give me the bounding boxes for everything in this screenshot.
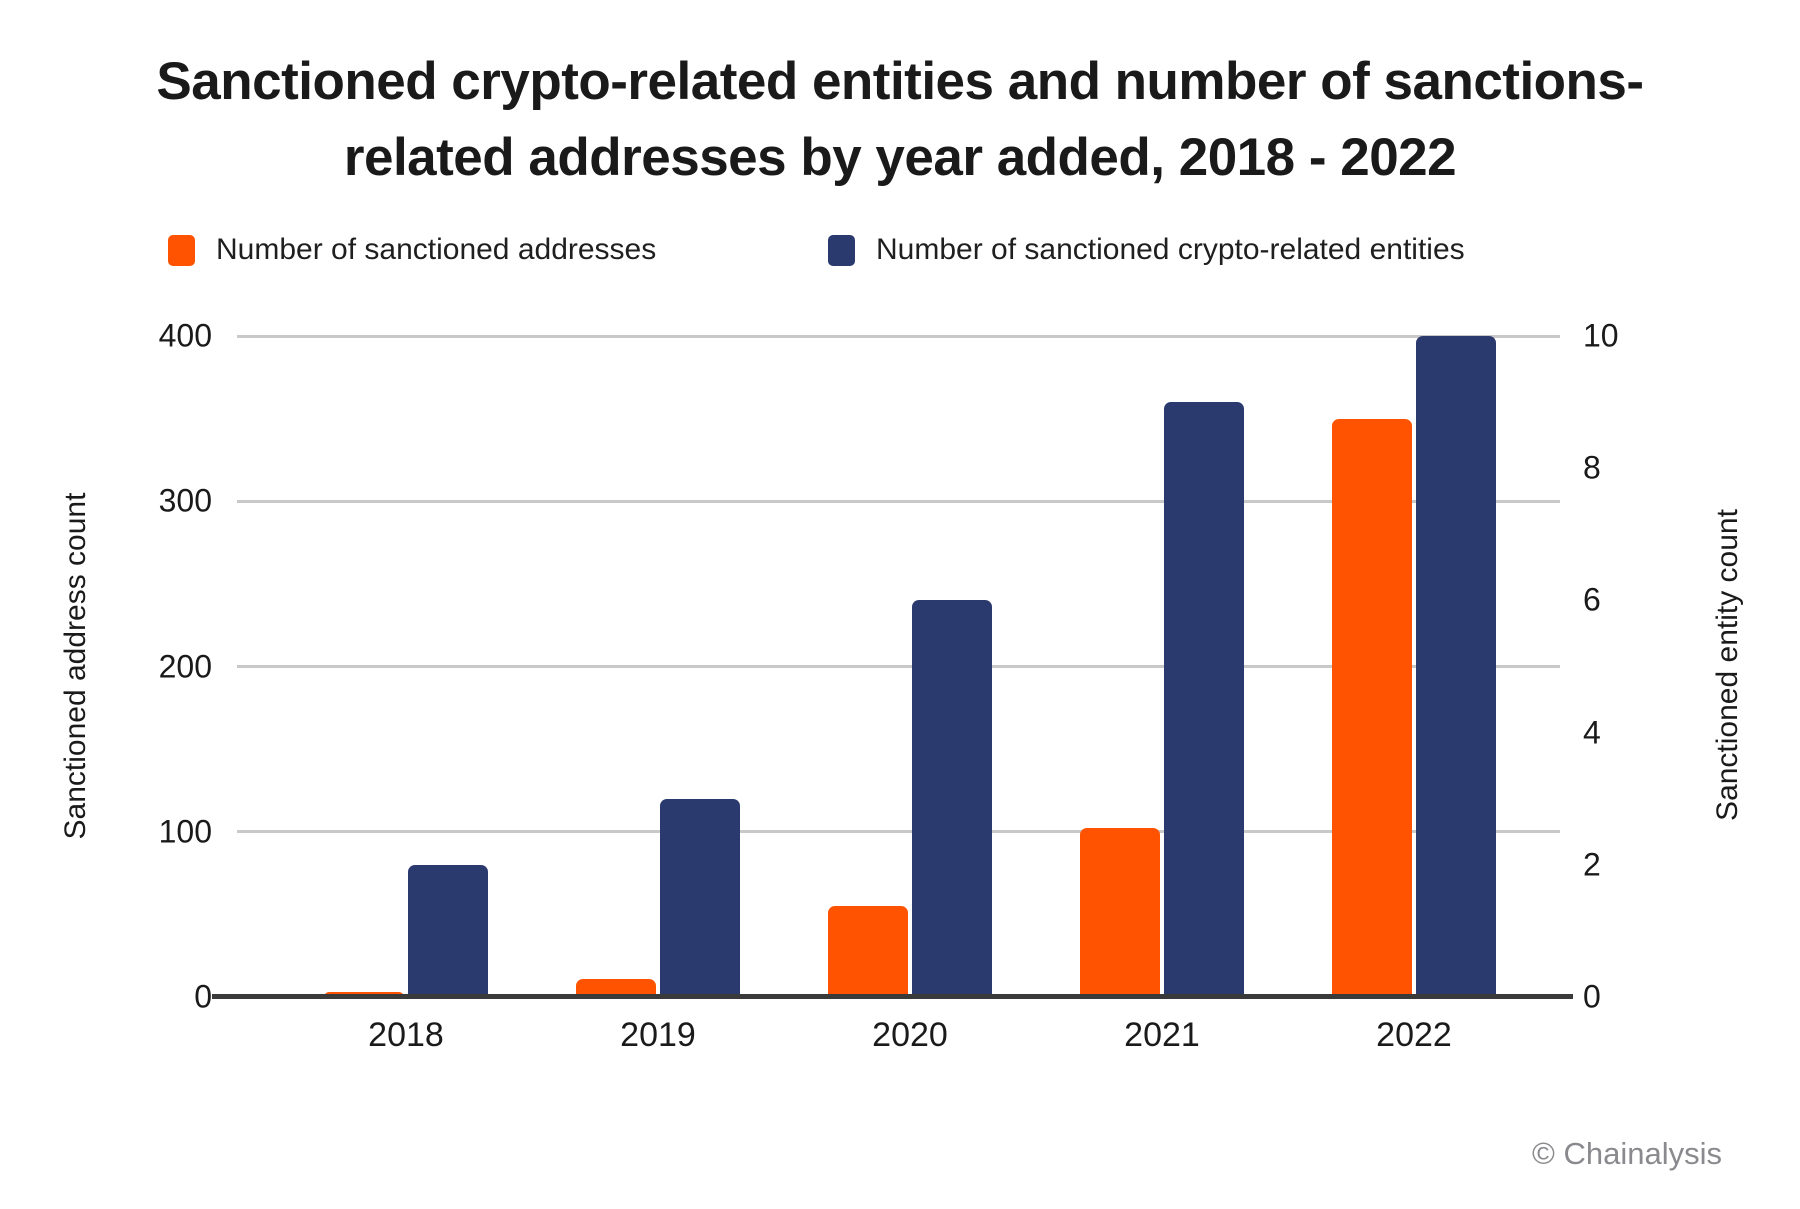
y-right-tick-8: 8	[1583, 449, 1601, 486]
bar-entities-2019	[660, 798, 740, 997]
y-left-tick-300: 300	[158, 482, 212, 519]
x-tick-2019: 2019	[620, 1016, 696, 1054]
y-right-tick-10: 10	[1583, 317, 1619, 354]
x-axis-line	[212, 994, 1573, 999]
x-tick-2022: 2022	[1376, 1016, 1452, 1054]
bar-addresses-2019	[576, 978, 656, 997]
chart-title: Sanctioned crypto-related entities and n…	[0, 44, 1800, 196]
bar-entities-2020	[912, 600, 992, 997]
y-left-tick-100: 100	[158, 813, 212, 850]
bar-addresses-2020	[828, 906, 908, 997]
gridline-200	[237, 665, 1560, 668]
x-tick-2021: 2021	[1124, 1016, 1200, 1054]
plot-area	[237, 334, 1560, 997]
bar-addresses-2021	[1080, 828, 1160, 997]
right-axis-title: Sanctioned entity count	[1711, 509, 1744, 821]
y-right-tick-0: 0	[1583, 978, 1601, 1015]
legend-label-addresses: Number of sanctioned addresses	[216, 233, 657, 266]
x-tick-2020: 2020	[872, 1016, 948, 1054]
legend-swatch-addresses-icon	[168, 234, 195, 266]
bar-entities-2018	[408, 864, 488, 997]
credit-text: © Chainalysis	[1532, 1136, 1722, 1171]
chart-title-line-1: Sanctioned crypto-related entities and n…	[156, 52, 1644, 111]
bar-addresses-2022	[1332, 418, 1412, 997]
gridline-400	[237, 334, 1560, 338]
chart-title-line-2: related addresses by year added, 2018 - …	[343, 128, 1457, 187]
y-right-tick-4: 4	[1583, 714, 1601, 751]
x-tick-2018: 2018	[368, 1016, 444, 1054]
legend-swatch-entities-icon	[828, 234, 855, 266]
legend: Number of sanctioned addresses Number of…	[0, 230, 1800, 276]
y-left-tick-200: 200	[158, 648, 212, 684]
bar-entities-2022	[1416, 336, 1496, 997]
y-left-tick-400: 400	[158, 317, 212, 354]
y-left-tick-0: 0	[194, 978, 212, 1015]
legend-label-entities: Number of sanctioned crypto-related enti…	[876, 233, 1465, 266]
y-right-tick-2: 2	[1583, 846, 1601, 883]
legend-item-entities: Number of sanctioned crypto-related enti…	[828, 230, 1465, 270]
gridline-100	[237, 830, 1560, 834]
y-right-tick-6: 6	[1583, 581, 1601, 618]
bar-entities-2021	[1164, 402, 1244, 997]
legend-item-addresses: Number of sanctioned addresses	[168, 230, 656, 270]
gridline-300	[237, 499, 1560, 503]
